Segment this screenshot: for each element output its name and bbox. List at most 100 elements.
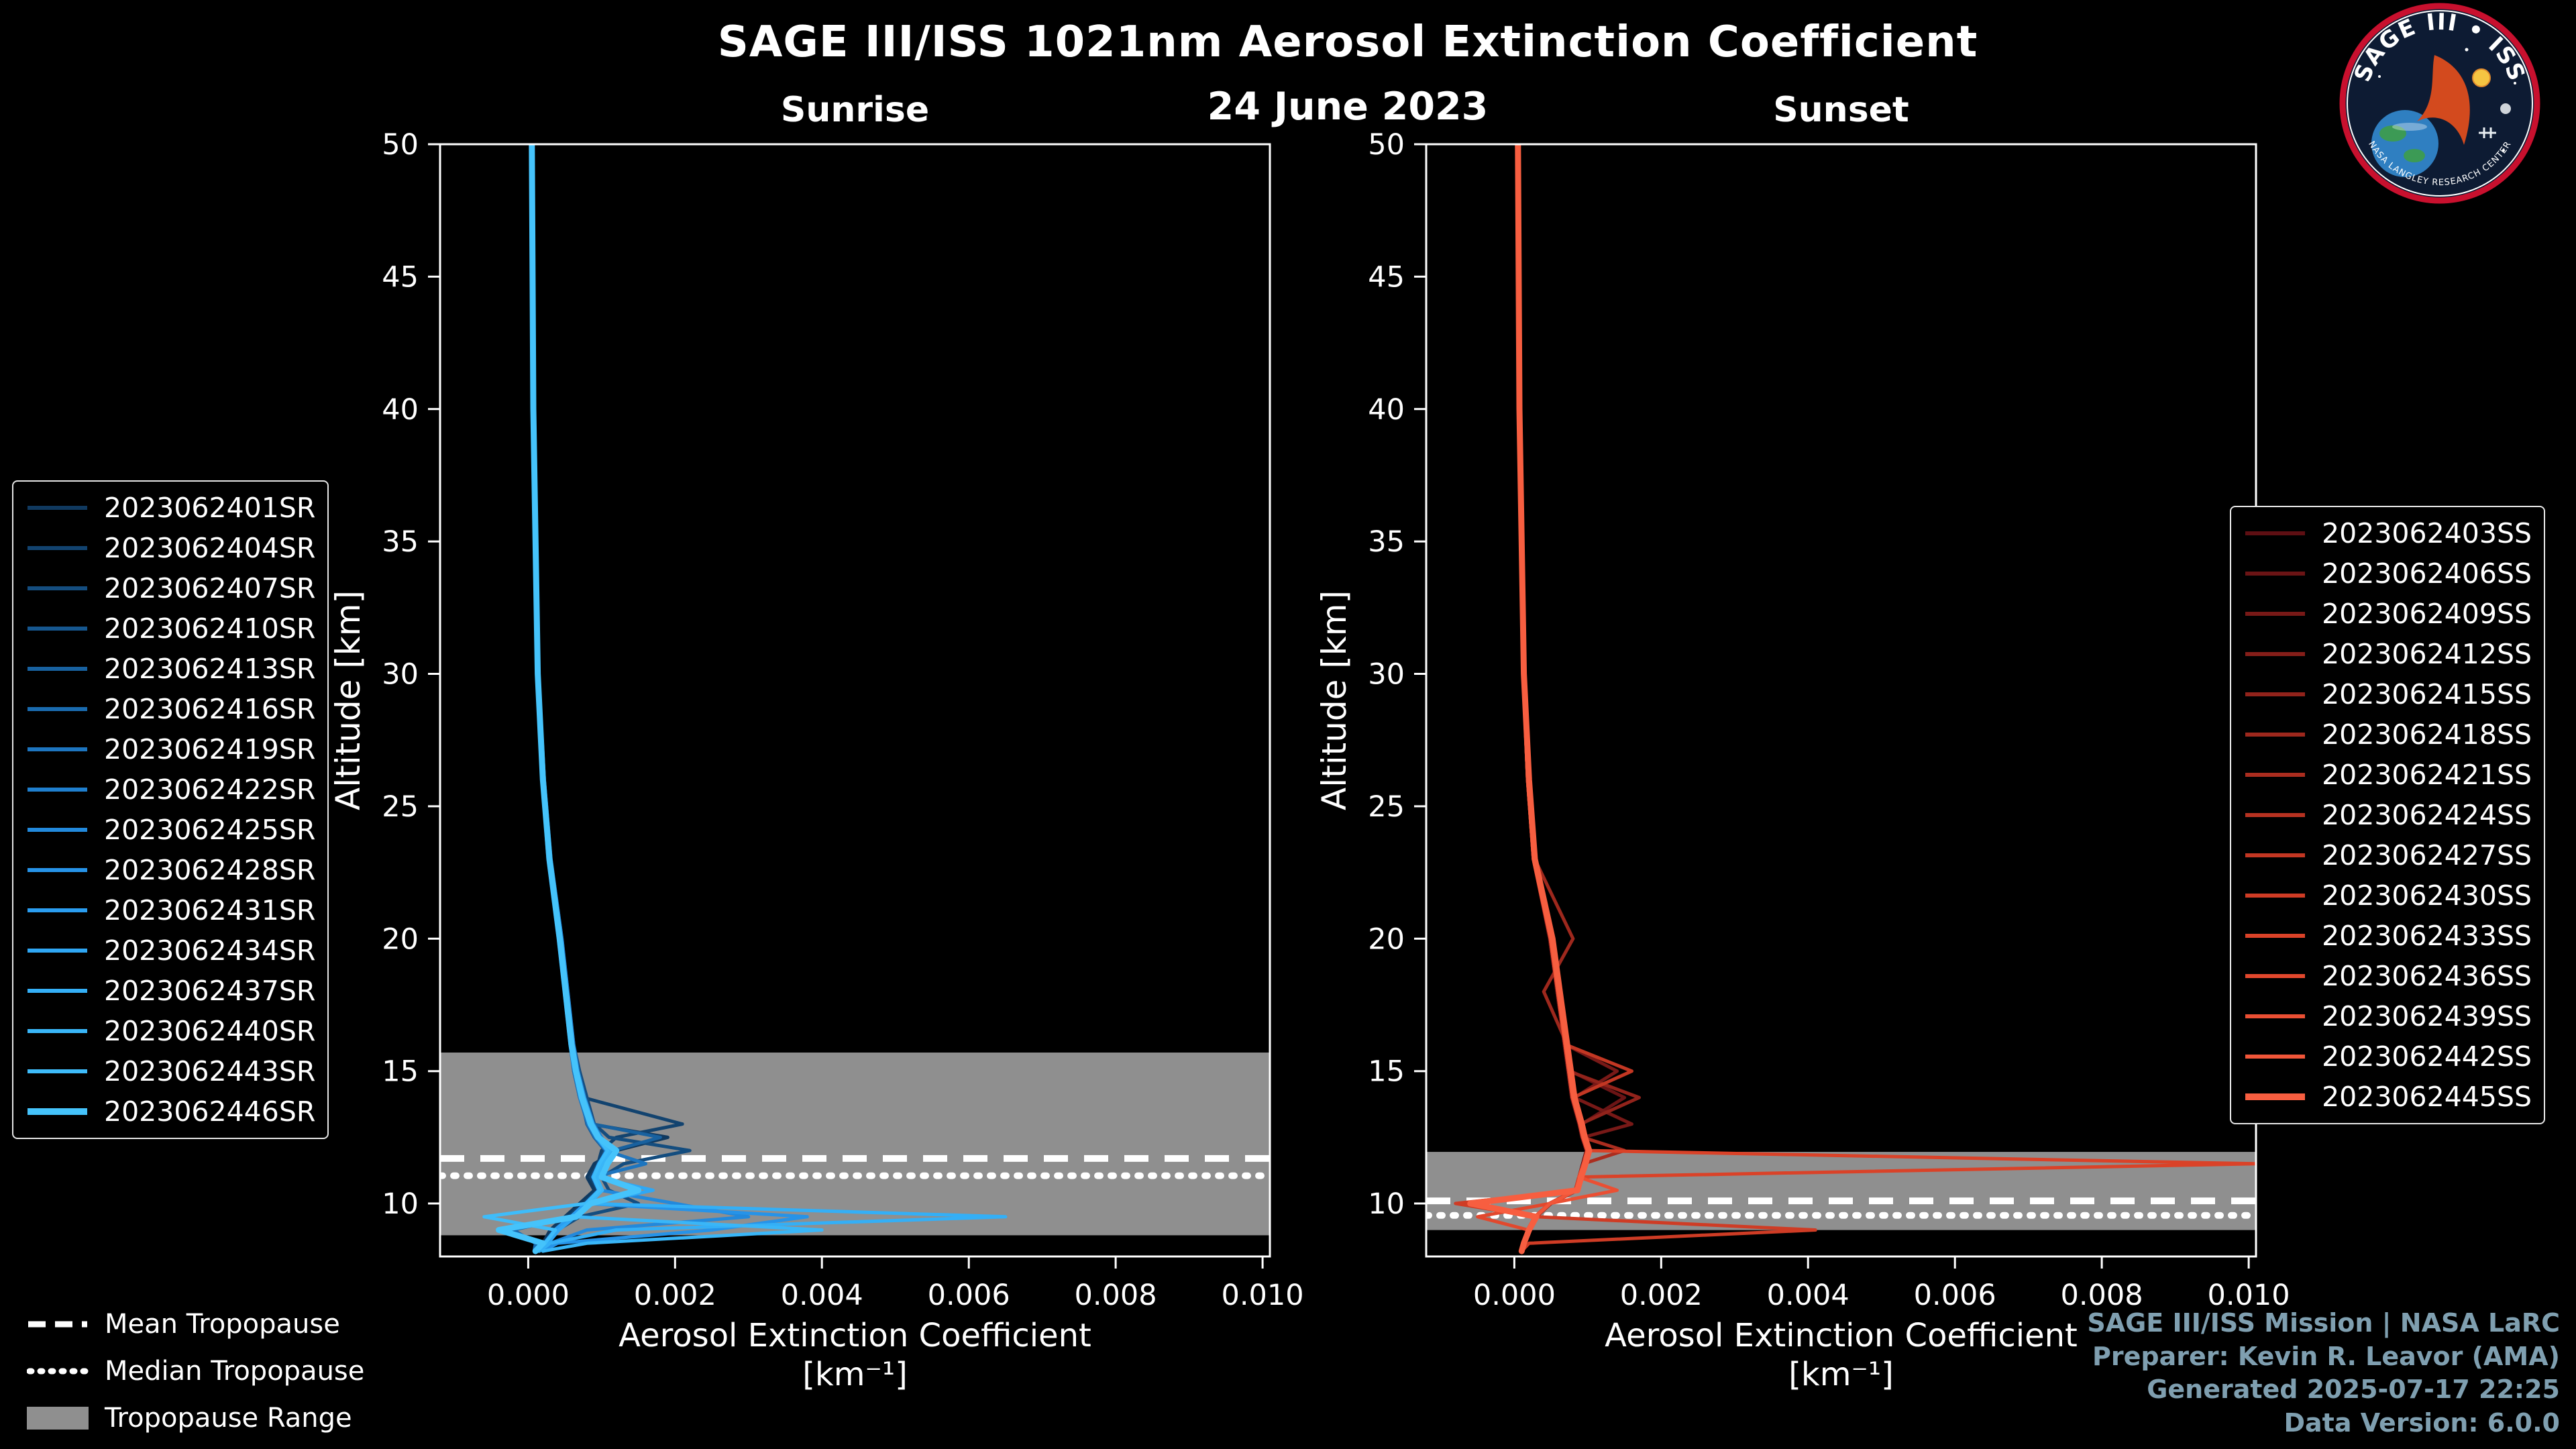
dotted-line-icon <box>27 1368 89 1375</box>
legend-line-icon <box>28 707 87 711</box>
x-tick-label: 0.010 <box>1222 1279 1304 1312</box>
profile-2023062418SS <box>1516 144 1591 1253</box>
credits-preparer: Preparer: Kevin R. Leavor (AMA) <box>2092 1341 2560 1371</box>
y-tick-label: 35 <box>382 525 419 559</box>
page-title: SAGE III/ISS 1021nm Aerosol Extinction C… <box>717 17 1978 67</box>
legend-label: 2023062421SS <box>2322 759 2532 791</box>
y-tick-label: 10 <box>1368 1187 1405 1221</box>
legend-line-icon <box>28 908 87 912</box>
legend-label: 2023062427SS <box>2322 839 2532 871</box>
legend-label: 2023062409SS <box>2322 598 2532 630</box>
legend-label: 2023062406SS <box>2322 557 2532 590</box>
y-tick-label: 20 <box>382 922 419 956</box>
legend-line-icon <box>28 868 87 872</box>
legend-line-icon <box>2245 1014 2306 1018</box>
profile-2023062415SS <box>1515 144 1641 1253</box>
legend-label: 2023062418SS <box>2322 718 2532 751</box>
legend-label: 2023062415SS <box>2322 678 2532 710</box>
legend-label: 2023062433SS <box>2322 920 2532 952</box>
legend-line-icon <box>28 828 87 832</box>
x-tick-label: 0.006 <box>1914 1279 1996 1312</box>
legend-item: 2023062407SR <box>25 572 315 605</box>
legend-label: 2023062407SR <box>104 572 316 604</box>
x-tick-label: 0.010 <box>2208 1279 2290 1312</box>
legend-item: 2023062431SR <box>25 894 315 927</box>
y-tick-label: 25 <box>1368 790 1405 824</box>
plot-area-sunrise <box>440 144 1270 1254</box>
legend-label: 2023062419SR <box>104 733 316 765</box>
logo-sun-icon <box>2472 68 2491 87</box>
legend-line-icon <box>28 1029 87 1033</box>
y-tick-label: 30 <box>1368 658 1405 692</box>
legend-item: 2023062433SS <box>2243 919 2532 953</box>
legend-item: 2023062410SR <box>25 612 315 645</box>
legend-line-icon <box>2245 612 2306 616</box>
x-tick-label: 0.004 <box>781 1279 863 1312</box>
legend-label: 2023062404SR <box>104 532 316 564</box>
legend-line-icon <box>2245 692 2306 696</box>
legend-line-icon <box>28 747 87 751</box>
legend-label: 2023062443SR <box>104 1055 316 1087</box>
legend-item: 2023062404SR <box>25 531 315 565</box>
legend-item: 2023062434SR <box>25 934 315 967</box>
legend-item: 2023062421SS <box>2243 758 2532 792</box>
legend-line-icon <box>2245 853 2306 857</box>
tropopause-range-legend-item: Tropopause Range <box>27 1401 364 1436</box>
legend-item: 2023062439SS <box>2243 1000 2532 1033</box>
legend-label: 2023062442SS <box>2322 1040 2532 1073</box>
y-tick-label: 30 <box>382 658 419 692</box>
legend-line-icon <box>2245 1093 2306 1100</box>
legend-label: 2023062422SR <box>104 773 316 806</box>
mission-logo: SAGE III • ISS NASA LANGLEY RESEARCH CEN… <box>2339 3 2540 204</box>
x-axis-units: [km⁻¹] <box>1788 1356 1894 1393</box>
y-tick-label: 15 <box>1368 1055 1405 1089</box>
legend-item: 2023062445SS <box>2243 1080 2532 1114</box>
legend-label: 2023062401SR <box>104 492 316 524</box>
legend-line-icon <box>28 627 87 631</box>
sunset-legend: 2023062403SS 2023062406SS 2023062409SS 2023… <box>2230 506 2545 1124</box>
x-tick-label: 0.006 <box>928 1279 1010 1312</box>
legend-label: 2023062403SS <box>2322 517 2532 549</box>
x-tick-label: 0.002 <box>1620 1279 1703 1312</box>
legend-line-icon <box>2245 894 2306 898</box>
legend-label: 2023062430SS <box>2322 879 2532 912</box>
y-axis-label: Altitude [km] <box>1315 590 1354 810</box>
panel-title-sunrise: Sunrise <box>781 90 929 130</box>
legend-line-icon <box>2245 652 2306 656</box>
logo-earth-icon <box>2371 110 2438 177</box>
legend-line-icon <box>28 989 87 993</box>
legend-item: 2023062406SS <box>2243 557 2532 590</box>
legend-item: 2023062430SS <box>2243 879 2532 912</box>
legend-line-icon <box>2245 773 2306 777</box>
legend-label: 2023062412SS <box>2322 638 2532 670</box>
profile-2023062430SS <box>1454 144 1817 1253</box>
y-tick-label: 50 <box>1368 128 1405 162</box>
legend-label: 2023062434SR <box>104 934 316 967</box>
legend-item: 2023062443SR <box>25 1055 315 1088</box>
tropopause-legend: Mean Tropopause Median Tropopause Tropop… <box>27 1307 364 1436</box>
logo-figure <box>2417 55 2470 145</box>
logo-moon-icon <box>2500 103 2511 114</box>
plot-area-sunset <box>1426 144 2256 1254</box>
legend-line-icon <box>28 546 87 550</box>
legend-label: 2023062445SS <box>2322 1081 2532 1113</box>
panel-title-sunset: Sunset <box>1773 90 1909 130</box>
x-tick-label: 0.004 <box>1767 1279 1849 1312</box>
median-tropopause-label: Median Tropopause <box>105 1356 365 1387</box>
legend-item: 2023062427SS <box>2243 839 2532 872</box>
mean-tropopause-label: Mean Tropopause <box>105 1309 340 1340</box>
y-tick-label: 20 <box>1368 922 1405 956</box>
x-tick-label: 0.008 <box>2061 1279 2143 1312</box>
legend-line-icon <box>2245 572 2306 576</box>
axes-frame <box>1425 143 2257 1258</box>
credits-generated: Generated 2025-07-17 22:25 <box>2147 1375 2560 1405</box>
legend-label: 2023062424SS <box>2322 799 2532 831</box>
legend-label: 2023062410SR <box>104 612 316 645</box>
legend-item: 2023062409SS <box>2243 597 2532 631</box>
legend-line-icon <box>2245 733 2306 737</box>
credits-data-version: Data Version: 6.0.0 <box>2284 1407 2561 1438</box>
legend-line-icon <box>28 667 87 671</box>
legend-item: 2023062419SR <box>25 733 315 766</box>
legend-item: 2023062418SS <box>2243 718 2532 751</box>
x-axis-label: Aerosol Extinction Coefficient <box>1605 1317 2078 1354</box>
